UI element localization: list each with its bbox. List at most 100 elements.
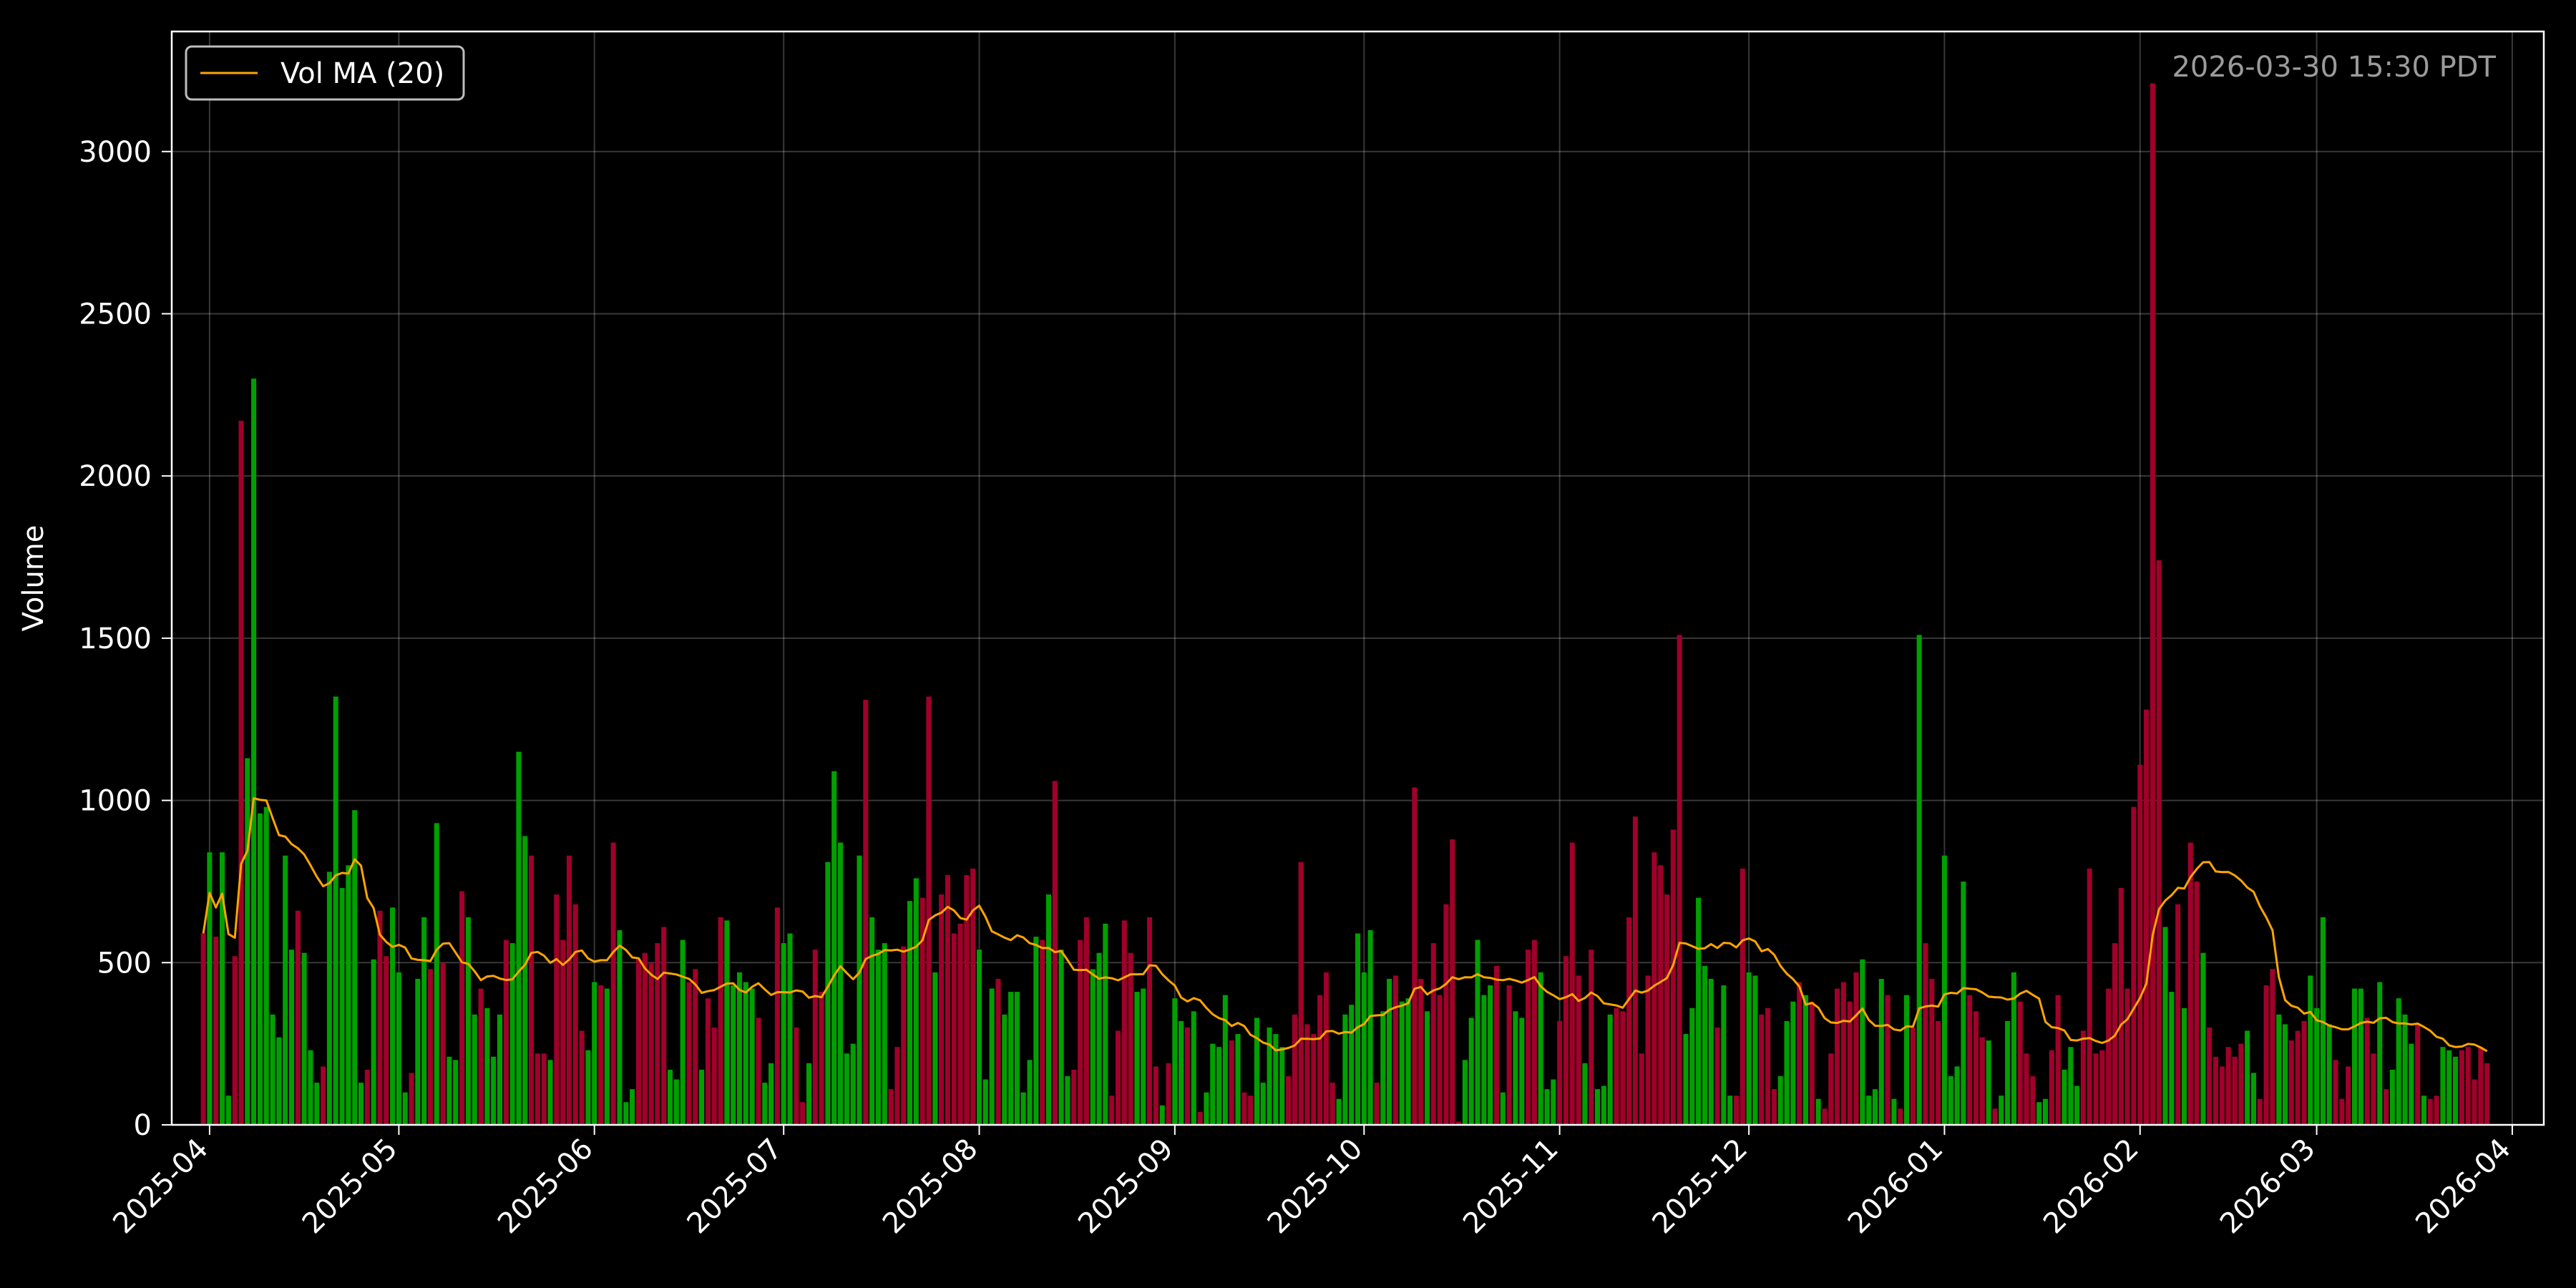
volume-bar — [2346, 1066, 2351, 1125]
volume-bar — [1746, 972, 1752, 1125]
volume-bar — [743, 982, 748, 1125]
y-axis: 0 500 1000 1500 2000 2500 3000 — [79, 136, 172, 1142]
volume-bar — [635, 959, 641, 1125]
volume-bar — [2194, 881, 2200, 1125]
volume-bar — [2358, 988, 2363, 1125]
volume-bar — [1424, 1011, 1430, 1125]
volume-bar — [459, 891, 465, 1125]
volume-bar — [390, 907, 396, 1125]
volume-bar — [321, 1066, 326, 1125]
volume-bar — [769, 1063, 774, 1125]
volume-bar — [1065, 1075, 1070, 1125]
volume-bar — [200, 933, 206, 1125]
volume-bar — [1689, 1008, 1695, 1125]
volume-bar — [245, 758, 250, 1125]
volume-bar — [283, 855, 288, 1125]
volume-bar — [1418, 978, 1424, 1125]
y-tick-label: 1000 — [79, 785, 152, 818]
volume-bar — [1159, 1105, 1165, 1125]
volume-bar — [2377, 982, 2383, 1125]
volume-bar — [1071, 1069, 1077, 1125]
volume-bar — [1664, 894, 1670, 1125]
volume-bar — [1078, 940, 1083, 1125]
volume-bar — [2415, 1024, 2421, 1125]
volume-bar — [1853, 972, 1859, 1125]
volume-bar — [736, 972, 743, 1125]
volume-bar — [2446, 1050, 2452, 1125]
volume-bar — [850, 1043, 856, 1125]
volume-bar — [1317, 995, 1323, 1125]
volume-bar — [2427, 1098, 2433, 1125]
volume-bar — [1128, 952, 1133, 1125]
volume-bar — [1614, 1008, 1619, 1125]
volume-bar — [1430, 943, 1436, 1125]
volume-bar — [497, 1014, 502, 1125]
volume-bar — [2389, 1069, 2395, 1125]
volume-bar — [1008, 992, 1014, 1125]
y-tick-label: 3000 — [79, 136, 152, 169]
volume-bar — [831, 771, 837, 1125]
volume-bar — [661, 927, 667, 1125]
volume-bar — [308, 1050, 313, 1125]
volume-bar — [2099, 1050, 2105, 1125]
volume-bar — [863, 700, 869, 1125]
volume-bar — [1531, 940, 1537, 1125]
volume-bar — [718, 917, 723, 1125]
volume-bar — [314, 1083, 320, 1125]
volume-bar — [2068, 1047, 2074, 1125]
volume-bar — [1765, 1008, 1771, 1125]
volume-bar — [547, 1060, 553, 1125]
volume-bar — [976, 950, 982, 1125]
volume-bar — [2326, 1024, 2332, 1125]
volume-bar — [1733, 1096, 1740, 1125]
volume-bar — [749, 988, 755, 1125]
volume-bar — [2131, 806, 2137, 1125]
y-tick-label: 500 — [97, 947, 152, 980]
volume-bar — [686, 982, 692, 1125]
volume-bar — [1802, 995, 1808, 1125]
volume-bar — [1790, 1001, 1796, 1125]
volume-bar — [1759, 1014, 1765, 1125]
volume-bar — [1153, 1066, 1158, 1125]
volume-bar — [1961, 881, 1966, 1125]
volume-bar — [1992, 1108, 1998, 1125]
volume-bar — [1526, 950, 1531, 1125]
volume-bar — [2351, 988, 2358, 1125]
volume-bar — [1670, 829, 1676, 1125]
volume-bar — [2187, 842, 2193, 1125]
volume-bar — [1645, 975, 1651, 1125]
volume-bar — [207, 852, 213, 1125]
volume-bar — [939, 894, 945, 1125]
volume-bar — [2124, 988, 2130, 1125]
volume-bar — [2087, 868, 2092, 1125]
volume-bar — [2270, 969, 2275, 1125]
volume-bar — [2409, 1043, 2414, 1125]
volume-bar — [1916, 635, 1922, 1125]
volume-bar — [857, 855, 862, 1125]
volume-bar — [1639, 1053, 1644, 1125]
volume-bar — [2282, 1024, 2288, 1125]
volume-bar — [326, 872, 332, 1125]
volume-bar — [970, 868, 976, 1125]
y-tick-label: 0 — [134, 1109, 152, 1142]
legend: Vol MA (20) — [185, 45, 465, 101]
volume-bar — [2036, 1102, 2042, 1125]
volume-bar — [964, 874, 970, 1125]
volume-bar — [617, 930, 623, 1125]
volume-bar — [2333, 1060, 2338, 1125]
volume-bar — [1115, 1030, 1121, 1125]
volume-bar — [1002, 1014, 1008, 1125]
volume-bar — [781, 943, 786, 1125]
volume-bar — [2364, 1018, 2370, 1125]
volume-bar — [1979, 1037, 1985, 1125]
volume-bar — [1752, 975, 1758, 1125]
volume-bar — [982, 1079, 988, 1125]
volume-bar — [2042, 1098, 2049, 1125]
volume-bar — [1330, 1083, 1335, 1125]
volume-bar — [1248, 1096, 1254, 1125]
volume-bar — [2295, 1030, 2301, 1125]
volume-bar — [1822, 1108, 1828, 1125]
volume-bar — [1103, 923, 1108, 1125]
volume-bar — [1999, 1096, 2004, 1125]
